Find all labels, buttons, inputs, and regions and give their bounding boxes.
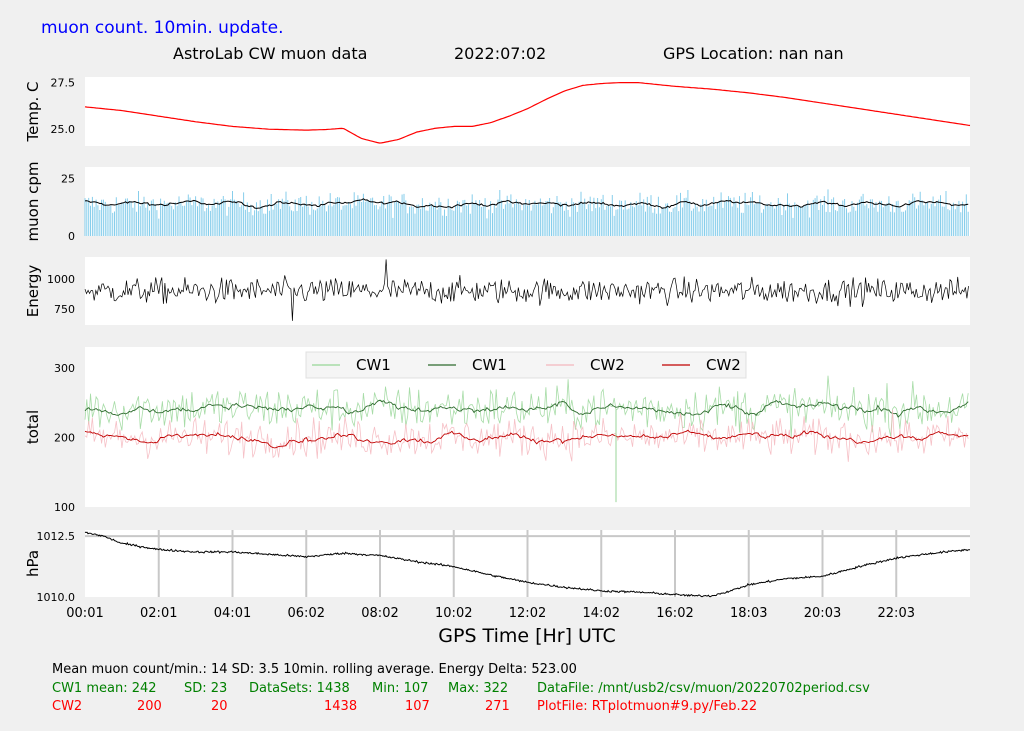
pressure-line	[84, 531, 971, 598]
update-label: muon count. 10min. update.	[41, 18, 284, 38]
x-tick-label: 18:03	[730, 606, 767, 621]
muon-rolling-average-line	[84, 198, 969, 209]
footer-muon-summary: Mean muon count/min.: 14 SD: 3.5 10min. …	[52, 662, 577, 677]
cw2-sd: 20	[211, 699, 228, 714]
y-tick-label: 1012.5	[37, 530, 76, 543]
y-tick-label: 750	[54, 303, 75, 316]
cw1-mean: CW1 mean: 242	[52, 681, 157, 696]
cw2-datasets: 1438	[324, 699, 358, 714]
chart-title: AstroLab CW muon data	[173, 44, 368, 63]
x-tick-label: 10:02	[435, 606, 472, 621]
x-tick-label: 00:01	[66, 606, 103, 621]
y-tick-label: 25.0	[51, 123, 76, 136]
temperature-line	[84, 82, 971, 144]
cw2-raw-line	[84, 410, 969, 462]
legend-label-1: CW1	[356, 356, 391, 374]
cw1-average-line	[84, 399, 969, 418]
cw1-raw-line	[84, 375, 969, 438]
y-tick-label: 100	[54, 501, 75, 514]
x-tick-label: 16:02	[656, 606, 693, 621]
y-tick-label: 1000	[47, 273, 75, 286]
cw2-mean: 200	[137, 699, 162, 714]
legend-label-3: CW2	[590, 356, 625, 374]
y-tick-label: 0	[68, 230, 75, 243]
x-tick-label: 08:02	[361, 606, 398, 621]
y-axis-label: hPa	[24, 550, 42, 577]
y-axis-label: muon cpm	[24, 162, 42, 242]
x-tick-label: 06:02	[288, 606, 325, 621]
cw2-average-line	[84, 429, 969, 449]
y-axis-label: Temp. C	[24, 82, 42, 143]
x-tick-label: 20:03	[804, 606, 841, 621]
date-label: 2022:07:02	[454, 44, 547, 63]
y-tick-label: 300	[54, 362, 75, 375]
x-axis-label: GPS Time [Hr] UTC	[438, 625, 615, 647]
x-tick-label: 22:03	[878, 606, 915, 621]
plotfile-path: PlotFile: RTplotmuon#9.py/Feb.22	[537, 699, 758, 714]
y-tick-label: 27.5	[51, 77, 76, 90]
cw2-min: 107	[405, 699, 430, 714]
gps-location: GPS Location: nan nan	[663, 44, 844, 63]
y-axis-label: Energy	[24, 265, 42, 318]
datafile-path: DataFile: /mnt/usb2/csv/muon/20220702per…	[537, 681, 870, 696]
legend-label-2: CW1	[472, 356, 507, 374]
cw1-min: Min: 107	[372, 681, 429, 696]
y-axis-label: total	[24, 410, 42, 444]
y-tick-label: 25	[61, 173, 75, 186]
x-tick-label: 02:01	[140, 606, 177, 621]
muon-count-bars	[84, 189, 969, 236]
cw1-max: Max: 322	[448, 681, 509, 696]
cw2-label: CW2	[52, 699, 83, 714]
cw1-datasets: DataSets: 1438	[249, 681, 350, 696]
x-tick-label: 04:01	[214, 606, 251, 621]
y-tick-label: 1010.0	[37, 591, 76, 604]
x-tick-label: 14:02	[583, 606, 620, 621]
energy-line	[84, 259, 969, 321]
cw2-max: 271	[485, 699, 510, 714]
cw1-sd: SD: 23	[184, 681, 228, 696]
legend-label-4: CW2	[706, 356, 741, 374]
x-tick-label: 12:02	[509, 606, 546, 621]
y-tick-label: 200	[54, 431, 75, 444]
panel-temperature-background	[85, 77, 970, 146]
